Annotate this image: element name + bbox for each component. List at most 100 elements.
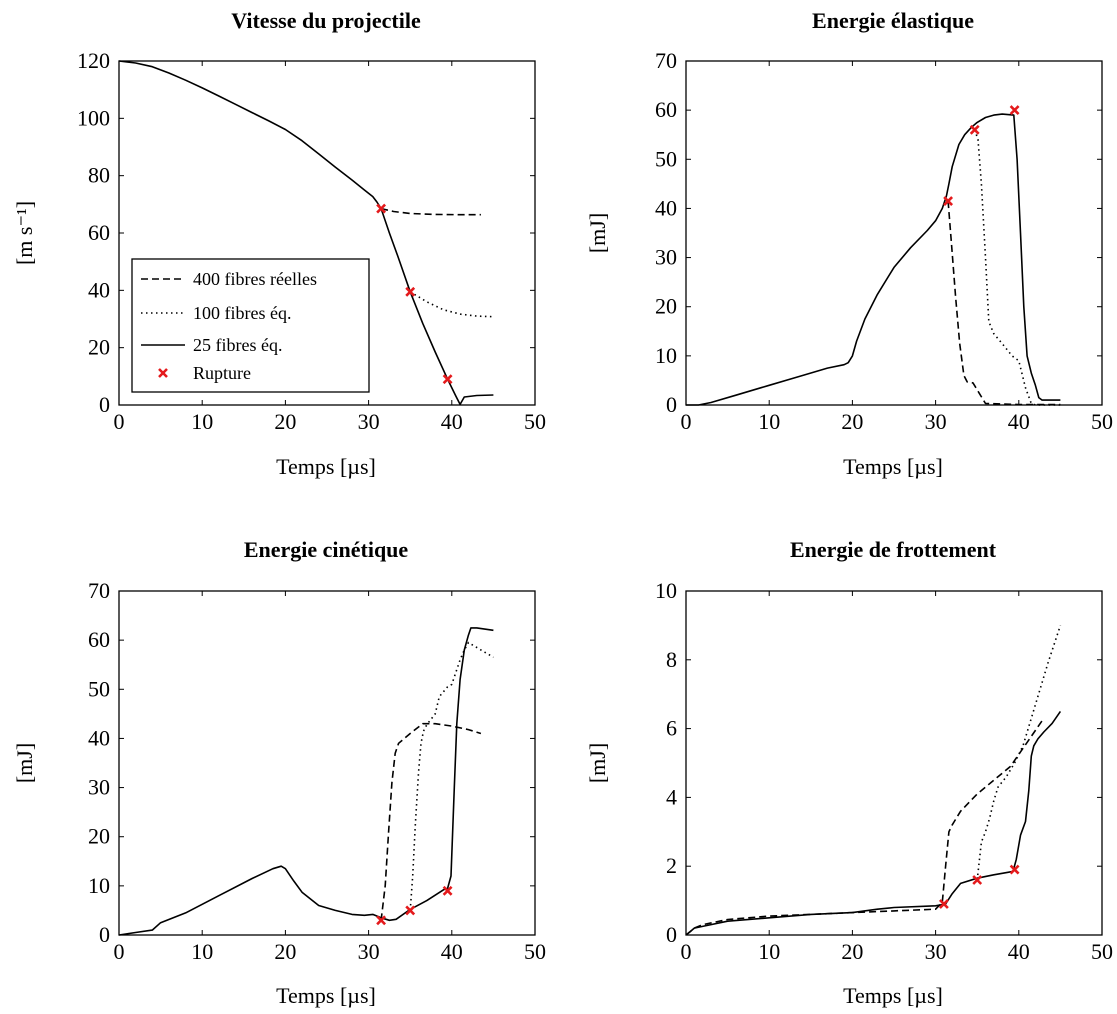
rupture-marker — [943, 196, 954, 207]
x-axis-label: Temps [µs] — [843, 454, 943, 479]
y-tick-label: 70 — [655, 48, 677, 73]
legend-label-rupture: Rupture — [193, 363, 251, 383]
chart-title: Energie cinétique — [244, 537, 409, 562]
y-tick-label: 0 — [666, 922, 677, 947]
series-line-solid — [686, 113, 1061, 406]
x-tick-label: 40 — [441, 409, 463, 434]
y-tick-label: 30 — [655, 245, 677, 270]
x-tick-label: 50 — [524, 939, 546, 964]
y-tick-label: 60 — [88, 220, 110, 245]
y-tick-label: 60 — [88, 627, 110, 652]
y-tick-label: 10 — [655, 578, 677, 603]
y-tick-label: 20 — [88, 335, 110, 360]
rupture-marker — [376, 915, 387, 926]
y-axis-label: [mJ] — [585, 743, 610, 783]
rupture-marker — [969, 124, 980, 135]
series-line-dashed — [685, 717, 1045, 936]
legend: 400 fibres réelles 100 fibres éq. 25 fib… — [131, 258, 370, 393]
y-tick-label: 20 — [88, 824, 110, 849]
y-tick-label: 6 — [666, 716, 677, 741]
y-tick-label: 40 — [655, 195, 677, 220]
y-axis-label: [mJ] — [585, 213, 610, 253]
y-tick-label: 50 — [88, 676, 110, 701]
series-line-dotted — [409, 291, 494, 318]
rupture-marker — [938, 899, 949, 909]
rupture-marker — [972, 875, 983, 885]
x-axis-label: Temps [µs] — [276, 983, 376, 1008]
axes-frame — [118, 590, 536, 936]
x-tick-label: 20 — [274, 409, 296, 434]
y-tick-label: 10 — [655, 343, 677, 368]
chart-panel-elastic-energy: Energie élastique Temps [µs] [mJ] 0 10 20 3… — [585, 8, 1113, 479]
x-tick-label: 10 — [191, 409, 213, 434]
legend-label-25-fibres: 25 fibres éq. — [193, 335, 282, 355]
x-tick-label: 20 — [841, 939, 863, 964]
x-tick-label: 30 — [358, 409, 380, 434]
y-axis-label: [m s⁻¹] — [12, 201, 37, 265]
legend-rupture-marker-icon — [158, 368, 168, 378]
x-tick-label: 40 — [1008, 409, 1030, 434]
x-tick-label: 40 — [1008, 939, 1030, 964]
y-tick-label: 20 — [655, 294, 677, 319]
x-axis-label: Temps [µs] — [276, 454, 376, 479]
chart-panel-kinetic-energy: Energie cinétique Temps [µs] [mJ] 0 10 20 3… — [12, 537, 546, 1008]
chart-title: Vitesse du projectile — [231, 8, 421, 33]
y-tick-label: 50 — [655, 146, 677, 171]
chart-panel-friction-energy: Energie de frottement Temps [µs] [mJ] 0 1… — [585, 537, 1113, 1008]
x-tick-label: 30 — [925, 409, 947, 434]
x-tick-label: 20 — [274, 939, 296, 964]
x-tick-label: 50 — [1091, 409, 1113, 434]
axes-frame — [685, 590, 1103, 936]
rupture-marker — [442, 374, 453, 385]
rupture-marker — [405, 905, 416, 916]
y-tick-label: 0 — [99, 392, 110, 417]
y-tick-label: 10 — [88, 873, 110, 898]
x-axis-label: Temps [µs] — [843, 983, 943, 1008]
rupture-marker — [405, 286, 416, 297]
x-tick-label: 50 — [524, 409, 546, 434]
x-tick-label: 30 — [925, 939, 947, 964]
y-tick-label: 40 — [88, 725, 110, 750]
legend-label-100-fibres: 100 fibres éq. — [193, 303, 291, 323]
x-tick-label: 10 — [758, 939, 780, 964]
x-tick-label: 20 — [841, 409, 863, 434]
y-tick-label: 80 — [88, 163, 110, 188]
chart-panel-velocity: Vitesse du projectile Temps [µs] [m s⁻¹]… — [12, 8, 546, 479]
y-tick-label: 70 — [88, 578, 110, 603]
x-tick-label: 50 — [1091, 939, 1113, 964]
chart-title: Energie élastique — [812, 8, 974, 33]
x-tick-label: 30 — [358, 939, 380, 964]
y-tick-label: 0 — [99, 922, 110, 947]
series-line-solid — [685, 710, 1062, 936]
series-line-dashed — [947, 201, 1061, 406]
x-tick-label: 0 — [114, 939, 125, 964]
y-tick-label: 2 — [666, 853, 677, 878]
legend-box — [131, 258, 370, 393]
rupture-marker — [376, 203, 387, 214]
x-tick-label: 40 — [441, 939, 463, 964]
axes-frame — [685, 60, 1103, 406]
series-line-solid — [118, 627, 494, 936]
rupture-marker — [442, 885, 453, 896]
y-tick-label: 8 — [666, 647, 677, 672]
x-tick-label: 0 — [681, 409, 692, 434]
x-tick-label: 0 — [114, 409, 125, 434]
x-tick-label: 10 — [758, 409, 780, 434]
series-line-dashed — [380, 722, 482, 921]
x-tick-label: 10 — [191, 939, 213, 964]
y-tick-label: 100 — [77, 105, 110, 130]
y-axis-label: [mJ] — [12, 743, 37, 783]
y-tick-label: 0 — [666, 392, 677, 417]
series-line-dashed — [380, 207, 481, 216]
y-tick-label: 40 — [88, 277, 110, 302]
rupture-marker — [1009, 864, 1020, 875]
chart-title: Energie de frottement — [790, 537, 997, 562]
x-tick-label: 0 — [681, 939, 692, 964]
y-tick-label: 30 — [88, 775, 110, 800]
y-tick-label: 60 — [655, 97, 677, 122]
y-tick-label: 120 — [77, 48, 110, 73]
y-tick-label: 4 — [666, 784, 677, 809]
legend-label-400-fibres: 400 fibres réelles — [193, 269, 317, 289]
rupture-marker — [1009, 105, 1020, 116]
